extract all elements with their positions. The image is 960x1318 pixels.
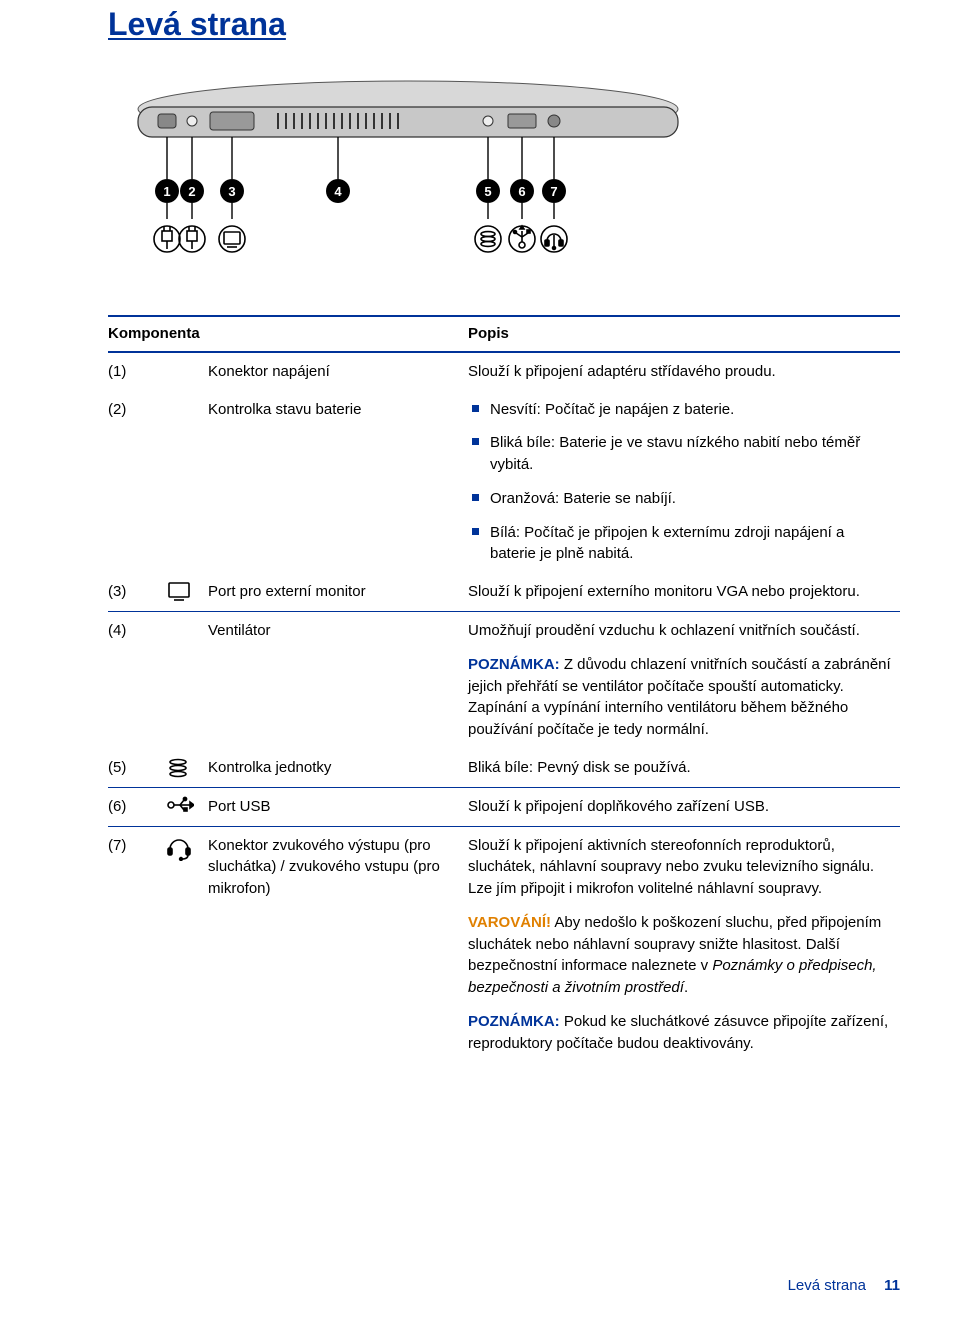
row-num: (4)	[108, 612, 166, 749]
row-desc: Bliká bíle: Pevný disk se používá.	[468, 749, 900, 788]
row-icon	[166, 612, 208, 749]
svg-text:3: 3	[228, 184, 235, 199]
row-desc: Slouží k připojení adaptéru střídavého p…	[468, 352, 900, 391]
warn-text-2: .	[684, 979, 688, 996]
laptop-side-svg: 1 2 3 4 5 6 7	[108, 69, 688, 289]
table-row: (7) Konektor zvukového výstupu (pro sluc…	[108, 826, 900, 1062]
row-name: Kontrolka jednotky	[208, 749, 468, 788]
footer-title: Levá strana	[788, 1277, 866, 1294]
row-num: (3)	[108, 573, 166, 612]
row-desc: Umožňují proudění vzduchu k ochlazení vn…	[468, 612, 900, 749]
row-name: Konektor zvukového výstupu (pro sluchátk…	[208, 826, 468, 1062]
page-title: Levá strana	[108, 0, 900, 43]
headset-icon	[166, 826, 208, 1062]
warn-para: VAROVÁNÍ! Aby nedošlo k poškození sluchu…	[468, 912, 892, 999]
row-icon	[166, 352, 208, 391]
laptop-side-diagram: 1 2 3 4 5 6 7	[108, 63, 900, 295]
svg-text:2: 2	[188, 184, 195, 199]
row-num: (6)	[108, 787, 166, 826]
table-row: (2) Kontrolka stavu baterie Nesvítí: Poč…	[108, 391, 900, 574]
row-num: (7)	[108, 826, 166, 1062]
svg-text:7: 7	[550, 184, 557, 199]
bullet-item: Oranžová: Baterie se nabíjí.	[468, 488, 892, 510]
note-para: POZNÁMKA: Z důvodu chlazení vnitřních so…	[468, 654, 892, 741]
callout-icons	[154, 226, 567, 252]
svg-text:6: 6	[518, 184, 525, 199]
bullet-item: Nesvítí: Počítač je napájen z baterie.	[468, 399, 892, 421]
note-label: POZNÁMKA:	[468, 1013, 560, 1030]
row-name: Port USB	[208, 787, 468, 826]
row-name: Kontrolka stavu baterie	[208, 391, 468, 574]
svg-text:1: 1	[163, 184, 170, 199]
footer-page-number: 11	[884, 1277, 900, 1294]
row-desc: Slouží k připojení externího monitoru VG…	[468, 573, 900, 612]
row-name: Konektor napájení	[208, 352, 468, 391]
note-para: POZNÁMKA: Pokud ke sluchátkové zásuvce p…	[468, 1011, 892, 1055]
row-name: Port pro externí monitor	[208, 573, 468, 612]
desc-text: Slouží k připojení aktivních stereofonní…	[468, 835, 892, 900]
components-table: Komponenta Popis (1) Konektor napájení S…	[108, 315, 900, 1062]
row-name: Ventilátor	[208, 612, 468, 749]
bullet-item: Bliká bíle: Baterie je ve stavu nízkého …	[468, 432, 892, 476]
table-row: (6) Port USB Slouží k připojení doplňkov…	[108, 787, 900, 826]
row-num: (1)	[108, 352, 166, 391]
callout-bubbles: 1 2 3 4 5 6 7	[155, 179, 566, 203]
header-component: Komponenta	[108, 316, 468, 352]
table-row: (4) Ventilátor Umožňují proudění vzduchu…	[108, 612, 900, 749]
page-footer: Levá strana 11	[788, 1277, 900, 1294]
usb-icon	[166, 787, 208, 826]
row-icon	[166, 391, 208, 574]
row-desc: Slouží k připojení doplňkového zařízení …	[468, 787, 900, 826]
row-desc: Nesvítí: Počítač je napájen z baterie. B…	[468, 391, 900, 574]
table-row: (1) Konektor napájení Slouží k připojení…	[108, 352, 900, 391]
row-desc: Slouží k připojení aktivních stereofonní…	[468, 826, 900, 1062]
svg-text:5: 5	[484, 184, 491, 199]
bullet-item: Bílá: Počítač je připojen k externímu zd…	[468, 522, 892, 566]
svg-text:4: 4	[334, 184, 342, 199]
row-num: (5)	[108, 749, 166, 788]
row-num: (2)	[108, 391, 166, 574]
warn-label: VAROVÁNÍ!	[468, 914, 551, 931]
header-description: Popis	[468, 316, 900, 352]
monitor-icon	[166, 573, 208, 612]
table-row: (5) Kontrolka jednotky Bliká bíle: Pevný…	[108, 749, 900, 788]
table-row: (3) Port pro externí monitor Slouží k př…	[108, 573, 900, 612]
drive-stack-icon	[166, 749, 208, 788]
note-label: POZNÁMKA:	[468, 656, 560, 673]
desc-text: Umožňují proudění vzduchu k ochlazení vn…	[468, 620, 892, 642]
